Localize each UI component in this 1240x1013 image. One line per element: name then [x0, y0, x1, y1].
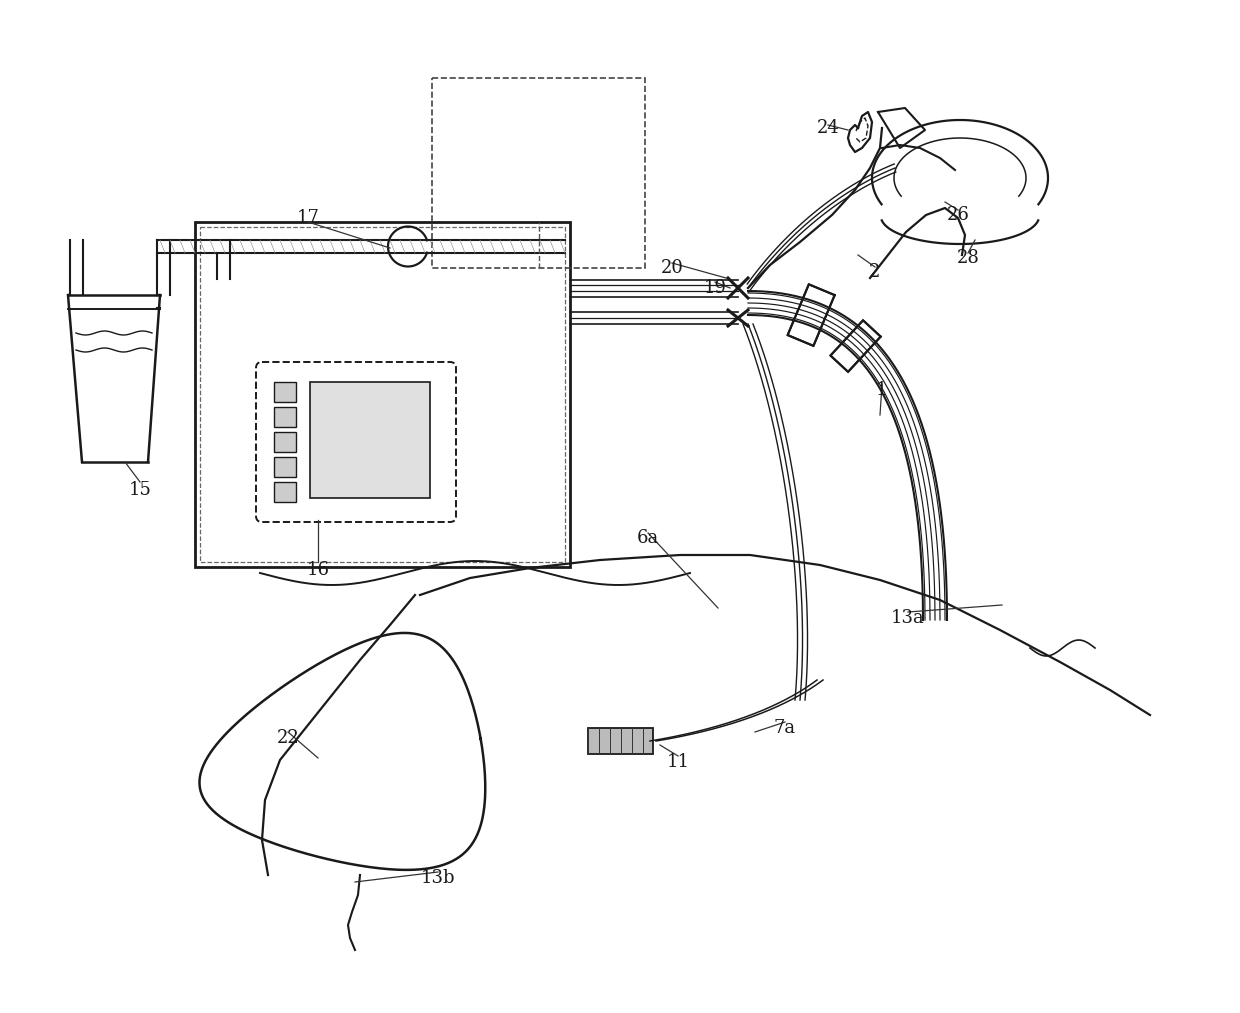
Text: 13a: 13a [892, 609, 925, 627]
Bar [274, 407, 296, 427]
Bar [274, 432, 296, 452]
Text: 7a: 7a [774, 719, 796, 737]
Text: 15: 15 [129, 481, 151, 499]
Text: 22: 22 [277, 729, 299, 747]
Polygon shape [787, 285, 835, 345]
Bar [274, 382, 296, 402]
Text: 1: 1 [877, 381, 888, 399]
Text: 6a: 6a [637, 529, 660, 547]
Text: 19: 19 [703, 279, 727, 297]
Text: 16: 16 [306, 561, 330, 579]
FancyBboxPatch shape [255, 362, 456, 522]
Text: 11: 11 [667, 753, 689, 771]
Text: 13b: 13b [420, 869, 455, 887]
Bar [310, 382, 430, 498]
Polygon shape [831, 320, 880, 372]
Text: 26: 26 [946, 206, 970, 224]
Text: 17: 17 [296, 209, 320, 227]
Text: 2: 2 [869, 263, 880, 281]
Text: 24: 24 [817, 119, 839, 137]
Text: 20: 20 [661, 259, 683, 277]
Text: 28: 28 [956, 249, 980, 267]
Bar [432, 78, 645, 268]
Bar [274, 457, 296, 477]
Bar [200, 227, 565, 562]
Bar [588, 728, 653, 754]
Bar [274, 482, 296, 502]
Bar [195, 222, 570, 567]
